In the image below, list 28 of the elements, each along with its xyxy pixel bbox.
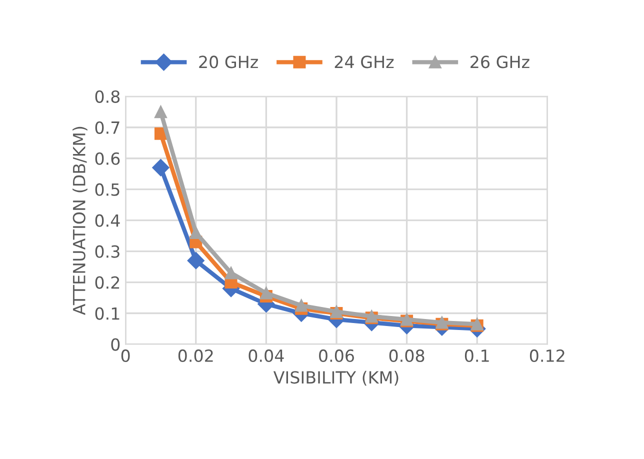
x-tick-label: 0.12 [530,349,564,362]
point [295,299,308,312]
point [224,266,238,280]
y-tick-label: 0.3 [95,245,120,258]
legend-label: 20 GHz [199,56,258,68]
y-tick-label: 0.6 [95,152,120,165]
x-tick-label: 0.04 [248,349,284,362]
point [190,226,202,239]
x-tick-label: 0.1 [464,349,489,362]
x-tick-label: 0.06 [319,349,354,362]
y-tick-label: 0.4 [95,214,120,227]
legend-label: 24 GHz [334,56,394,68]
point [260,286,272,300]
x-tick-label: 0.02 [178,349,213,362]
y-tick-label: 0.2 [95,276,120,289]
y-tick-label: 0.7 [95,121,120,134]
point [154,106,167,118]
y-tick-label: 0.1 [95,307,120,320]
y-tick-label: 0.8 [95,90,120,103]
legend-label: 26 GHz [470,56,530,68]
x-axis-title: VISIBILITY (KM) [273,370,398,386]
x-tick-label: 0 [121,349,130,362]
y-axis-title: ATTENUATION (DB/KM) [72,126,88,316]
point [187,252,204,270]
x-tick-label: 0.08 [389,349,424,362]
y-tick-label: 0 [111,338,120,351]
point [152,159,170,176]
y-tick-label: 0.5 [95,183,120,196]
